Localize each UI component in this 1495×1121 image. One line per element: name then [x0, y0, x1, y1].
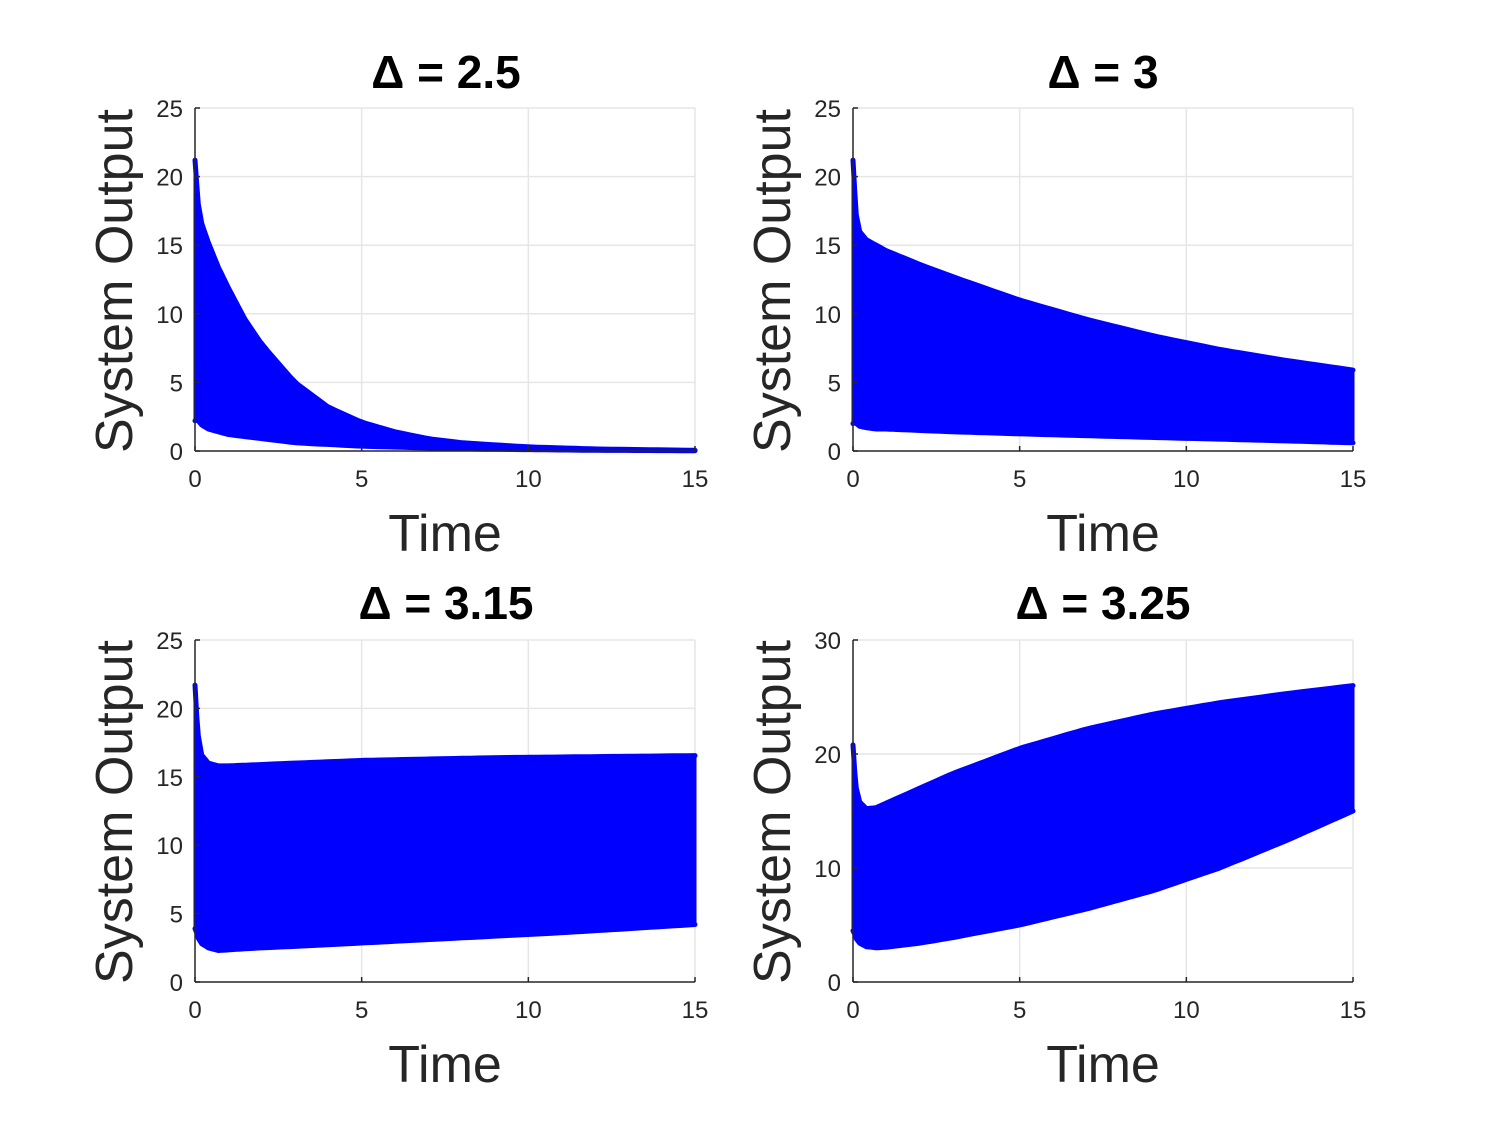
y-tick-label: 0 — [828, 439, 841, 466]
y-tick-label: 0 — [170, 970, 183, 997]
y-tick-label: 20 — [156, 165, 183, 192]
x-tick-label: 10 — [515, 466, 542, 493]
x-tick-label: 15 — [1340, 997, 1367, 1024]
series-line-lower — [192, 922, 698, 954]
x-tick-label: 0 — [188, 997, 201, 1024]
y-tick-label: 20 — [814, 742, 841, 769]
y-tick-label: 25 — [814, 96, 841, 123]
plot-area: 0 5 10 15 0 5 10 15 20 25 — [156, 628, 708, 1024]
series-line-upper — [192, 682, 698, 769]
y-axis-label: System Output — [86, 639, 144, 983]
series-line-lower — [850, 415, 1356, 446]
plot-area: 0 5 10 15 0 5 10 15 20 25 — [156, 96, 708, 493]
x-tick-label: 10 — [515, 997, 542, 1024]
x-tick-label: 10 — [1173, 997, 1200, 1024]
subplot-delta-3-15: 0 5 10 15 0 5 10 15 20 25 Δ = 3.15 Time System Ou… — [86, 577, 708, 1094]
x-axis-label: Time — [1046, 1036, 1160, 1094]
plot-area: 0 5 10 15 0 10 20 30 — [814, 628, 1366, 1024]
x-tick-label: 15 — [682, 997, 709, 1024]
series-line-upper — [850, 157, 1356, 373]
y-tick-label: 25 — [156, 628, 183, 655]
y-tick-label: 5 — [170, 902, 183, 929]
y-tick-label: 5 — [170, 370, 183, 397]
subplot-delta-2-5: 0 5 10 15 0 5 10 15 20 25 Δ = 2.5 Time System Out… — [86, 46, 708, 563]
x-tick-label: 0 — [188, 466, 201, 493]
y-tick-label: 0 — [170, 439, 183, 466]
y-tick-label: 15 — [156, 233, 183, 260]
subplot-delta-3: 0 5 10 15 0 5 10 15 20 25 Δ = 3 Time System Outpu… — [744, 46, 1366, 563]
y-axis-label: System Output — [86, 108, 144, 452]
x-tick-label: 0 — [846, 466, 859, 493]
subplot-delta-3-25: 0 5 10 15 0 10 20 30 Δ = 3.25 Time System Outpu… — [744, 577, 1366, 1094]
x-tick-label: 15 — [682, 466, 709, 493]
y-tick-label: 25 — [156, 96, 183, 123]
y-tick-label: 15 — [156, 765, 183, 792]
y-tick-label: 10 — [814, 856, 841, 883]
series-line-lower — [850, 808, 1356, 951]
y-tick-label: 15 — [814, 233, 841, 260]
subplot-title: Δ = 3 — [1047, 46, 1158, 98]
y-tick-label: 5 — [828, 370, 841, 397]
y-tick-label: 20 — [814, 165, 841, 192]
series-line-lower — [192, 413, 698, 454]
x-tick-label: 5 — [1013, 997, 1026, 1024]
x-tick-label: 0 — [846, 997, 859, 1024]
x-tick-label: 5 — [355, 466, 368, 493]
x-axis-label: Time — [388, 1036, 502, 1094]
y-tick-label: 30 — [814, 628, 841, 655]
y-axis-label: System Output — [744, 108, 802, 452]
y-tick-label: 10 — [156, 302, 183, 329]
subplot-title: Δ = 3.25 — [1015, 577, 1190, 629]
subplot-title: Δ = 2.5 — [371, 46, 520, 98]
y-axis-label: System Output — [744, 639, 802, 983]
x-tick-label: 15 — [1340, 466, 1367, 493]
x-tick-label: 5 — [1013, 466, 1026, 493]
x-axis-label: Time — [1046, 505, 1160, 563]
y-tick-label: 10 — [814, 302, 841, 329]
x-axis-label: Time — [388, 505, 502, 563]
x-tick-label: 5 — [355, 997, 368, 1024]
y-tick-label: 20 — [156, 696, 183, 723]
x-tick-label: 10 — [1173, 466, 1200, 493]
y-tick-label: 0 — [828, 970, 841, 997]
y-tick-label: 10 — [156, 833, 183, 860]
plot-area: 0 5 10 15 0 5 10 15 20 25 — [814, 96, 1366, 493]
subplot-title: Δ = 3.15 — [358, 577, 533, 629]
series-line-upper — [850, 683, 1356, 812]
